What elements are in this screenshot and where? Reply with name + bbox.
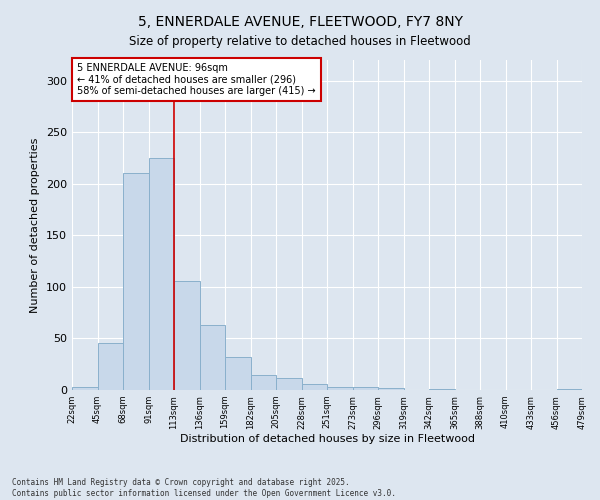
Text: 5, ENNERDALE AVENUE, FLEETWOOD, FY7 8NY: 5, ENNERDALE AVENUE, FLEETWOOD, FY7 8NY: [137, 15, 463, 29]
Bar: [302, 384, 327, 390]
Bar: [429, 389, 455, 390]
Bar: [276, 378, 302, 390]
Bar: [378, 388, 404, 390]
Bar: [97, 342, 123, 390]
Bar: [353, 387, 378, 390]
Bar: [174, 280, 199, 390]
Text: Contains HM Land Registry data © Crown copyright and database right 2025.
Contai: Contains HM Land Registry data © Crown c…: [12, 478, 396, 498]
Bar: [225, 357, 251, 390]
Bar: [327, 387, 353, 390]
Bar: [251, 374, 276, 390]
Bar: [149, 158, 174, 390]
Bar: [557, 389, 582, 390]
Bar: [199, 325, 225, 390]
X-axis label: Distribution of detached houses by size in Fleetwood: Distribution of detached houses by size …: [179, 434, 475, 444]
Text: Size of property relative to detached houses in Fleetwood: Size of property relative to detached ho…: [129, 35, 471, 48]
Text: 5 ENNERDALE AVENUE: 96sqm
← 41% of detached houses are smaller (296)
58% of semi: 5 ENNERDALE AVENUE: 96sqm ← 41% of detac…: [77, 64, 316, 96]
Bar: [123, 174, 149, 390]
Y-axis label: Number of detached properties: Number of detached properties: [31, 138, 40, 312]
Bar: [72, 387, 97, 390]
